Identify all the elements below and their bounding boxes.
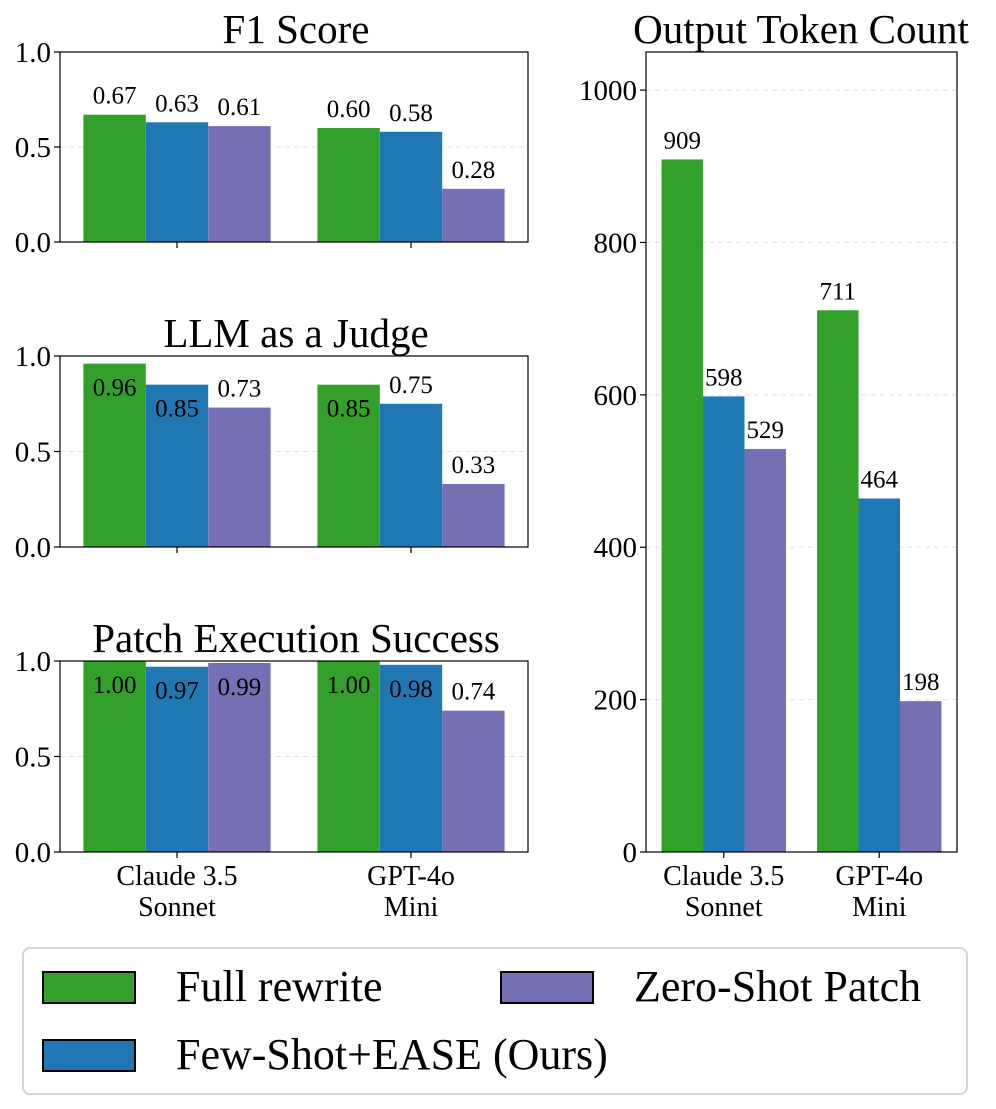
data-label: 0.99 — [218, 674, 262, 701]
legend-swatch-few-shot-ease — [42, 1038, 136, 1072]
bar-full-rewrite-0 — [661, 159, 704, 852]
y-tick-label: 200 — [594, 685, 638, 717]
bar-full-rewrite-1 — [317, 384, 380, 547]
legend-label-zero-shot-patch: Zero-Shot Patch — [634, 962, 922, 1011]
bar-zero-shot-patch-1 — [442, 188, 505, 242]
y-tick-label: 0.0 — [15, 837, 51, 869]
legend-label-full-rewrite: Full rewrite — [176, 962, 383, 1011]
bar-zero-shot-patch-0 — [208, 662, 271, 852]
y-tick-label: 0.5 — [15, 132, 51, 164]
legend-swatch-full-rewrite — [42, 970, 136, 1004]
data-label: 598 — [705, 364, 743, 391]
data-label: 1.00 — [93, 672, 137, 699]
legend-item-full-rewrite: Full rewrite — [42, 965, 383, 1009]
axes-frame — [645, 51, 958, 853]
y-tick-label: 1.0 — [15, 646, 51, 678]
bar-full-rewrite-1 — [317, 128, 380, 242]
data-label: 0.96 — [93, 375, 137, 402]
data-label: 464 — [861, 466, 899, 493]
data-label: 0.85 — [327, 396, 371, 423]
data-label: 0.98 — [389, 676, 433, 703]
bar-few-shot-ease-ours-0 — [145, 384, 209, 547]
bar-few-shot-ease-ours-0 — [703, 396, 745, 852]
chart-f1-score: F1 Score 0.67 0.60 0.63 0.58 0.61 0.28 0.0 0.5 1.… — [15, 6, 529, 259]
bar-few-shot-ease-ours-1 — [379, 131, 443, 242]
data-label: 0.63 — [155, 90, 199, 117]
data-label: 0.85 — [155, 396, 199, 423]
bar-zero-shot-patch-1 — [899, 701, 942, 852]
y-tick-label: 400 — [594, 532, 638, 564]
bar-few-shot-ease-ours-0 — [145, 666, 209, 852]
data-label: 1.00 — [327, 672, 371, 699]
legend: Full rewrite Zero-Shot Patch Few-Shot+EA… — [22, 947, 968, 1095]
legend-item-few-shot-ease: Few-Shot+EASE (Ours) — [42, 1033, 608, 1077]
legend-item-zero-shot-patch: Zero-Shot Patch — [500, 965, 921, 1009]
y-tick-label: 0 — [623, 837, 638, 869]
data-label: 0.67 — [93, 83, 137, 110]
y-tick-label: 1000 — [579, 75, 637, 107]
chart-title: Patch Execution Success — [92, 615, 500, 661]
y-tick-label: 0.0 — [15, 532, 51, 564]
data-label: 909 — [664, 127, 702, 154]
data-label: 0.28 — [452, 157, 496, 184]
x-tick-label: GPT-4o Mini — [367, 861, 455, 923]
chart-patch-execution-success: Patch Execution Success 1.00 1.00 0.97 0.98 0… — [15, 615, 529, 923]
bar-zero-shot-patch-0 — [744, 448, 786, 852]
bar-zero-shot-patch-0 — [208, 407, 271, 547]
x-tick-label: Claude 3.5 Sonnet — [116, 861, 237, 923]
data-label: 0.58 — [389, 100, 433, 127]
data-label: 711 — [819, 278, 856, 305]
chart-llm-as-a-judge: LLM as a Judge 0.96 0.85 0.85 0.75 0.73 0.33 0.… — [15, 310, 529, 564]
bar-few-shot-ease-ours-1 — [379, 664, 443, 852]
x-tick-label: Claude 3.5 Sonnet — [663, 861, 784, 923]
bar-zero-shot-patch-1 — [442, 710, 505, 852]
data-label: 0.74 — [452, 679, 496, 706]
legend-swatch-zero-shot-patch — [500, 970, 594, 1004]
bar-few-shot-ease-ours-1 — [379, 403, 443, 547]
data-label: 0.75 — [389, 372, 433, 399]
chart-title: LLM as a Judge — [163, 310, 428, 356]
data-label: 0.60 — [327, 96, 371, 123]
data-label: 0.33 — [452, 452, 496, 479]
y-tick-label: 0.0 — [15, 227, 51, 259]
data-label: 0.73 — [218, 376, 262, 403]
bar-full-rewrite-0 — [83, 363, 146, 547]
bar-full-rewrite-1 — [317, 661, 380, 852]
bar-full-rewrite-0 — [83, 114, 146, 242]
data-label: 529 — [746, 417, 784, 444]
bar-few-shot-ease-ours-0 — [145, 122, 209, 242]
y-tick-label: 1.0 — [15, 341, 51, 373]
bar-full-rewrite-0 — [83, 661, 146, 852]
bar-zero-shot-patch-0 — [208, 126, 271, 242]
y-tick-label: 0.5 — [15, 742, 51, 774]
y-tick-label: 800 — [594, 227, 638, 259]
legend-label-few-shot-ease: Few-Shot+EASE (Ours) — [176, 1030, 608, 1079]
bar-full-rewrite-1 — [817, 310, 859, 852]
x-tick-label: GPT-4o Mini — [835, 861, 923, 923]
data-label: 0.61 — [218, 94, 262, 121]
y-tick-label: 600 — [594, 380, 638, 412]
chart-output-token-count: Output Token Count 909 711 598 464 529 198 0 200… — [579, 6, 969, 923]
y-tick-label: 1.0 — [15, 37, 51, 69]
data-label: 198 — [902, 669, 940, 696]
chart-title: F1 Score — [223, 6, 370, 52]
bar-zero-shot-patch-1 — [442, 483, 505, 547]
chart-title: Output Token Count — [633, 6, 969, 52]
bar-few-shot-ease-ours-1 — [858, 498, 900, 852]
data-label: 0.97 — [155, 678, 199, 705]
y-tick-label: 0.5 — [15, 437, 51, 469]
